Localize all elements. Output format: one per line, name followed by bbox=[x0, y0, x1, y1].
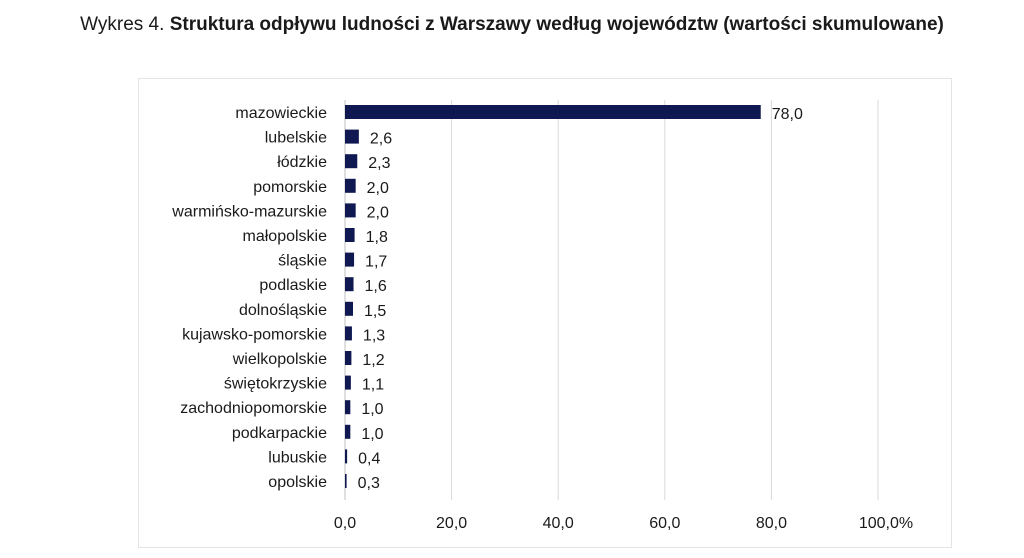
category-label: podlaskie bbox=[259, 277, 327, 294]
data-label: 78,0 bbox=[772, 106, 803, 123]
data-label: 2,0 bbox=[367, 180, 389, 197]
x-tick-label: 80,0 bbox=[756, 515, 787, 532]
category-label: małopolskie bbox=[243, 228, 328, 245]
bar bbox=[345, 178, 356, 193]
category-label: dolnośląskie bbox=[239, 302, 327, 319]
x-tick-label: 100,0% bbox=[859, 515, 913, 532]
category-label: łódzkie bbox=[277, 154, 327, 171]
data-label: 1,6 bbox=[365, 278, 387, 295]
bar bbox=[345, 375, 351, 390]
data-label: 1,8 bbox=[366, 229, 388, 246]
data-label: 1,3 bbox=[363, 327, 385, 344]
data-label: 2,0 bbox=[367, 204, 389, 221]
category-label: lubuskie bbox=[268, 449, 327, 466]
data-label: 0,3 bbox=[358, 475, 380, 492]
bar bbox=[345, 203, 356, 218]
bar bbox=[345, 105, 761, 119]
x-tick-label: 20,0 bbox=[436, 515, 467, 532]
category-label: warmińsko-mazurskie bbox=[171, 203, 327, 220]
bar bbox=[345, 326, 352, 341]
data-label: 1,0 bbox=[361, 401, 383, 418]
chart-title-main: Struktura odpływu ludności z Warszawy we… bbox=[169, 14, 944, 35]
bar bbox=[345, 277, 354, 292]
x-tick-label: 60,0 bbox=[649, 515, 680, 532]
bar bbox=[345, 424, 351, 439]
data-label: 2,6 bbox=[370, 131, 392, 148]
x-tick-label: 40,0 bbox=[543, 515, 574, 532]
data-label: 1,7 bbox=[365, 254, 387, 271]
category-label: lubelskie bbox=[265, 130, 327, 147]
bar bbox=[345, 474, 347, 488]
data-label: 2,3 bbox=[368, 155, 390, 172]
data-label: 0,4 bbox=[358, 450, 380, 467]
data-label: 1,0 bbox=[361, 426, 383, 443]
bar bbox=[345, 252, 355, 267]
x-tick-label: 0,0 bbox=[334, 515, 356, 532]
category-label: świętokrzyskie bbox=[224, 376, 327, 393]
bar bbox=[345, 301, 353, 316]
chart-title: Wykres 4. Struktura odpływu ludności z W… bbox=[0, 14, 1024, 36]
data-label: 1,2 bbox=[362, 352, 384, 369]
category-label: zachodniopomorskie bbox=[180, 400, 327, 417]
category-label: kujawsko-pomorskie bbox=[182, 326, 327, 343]
chart-area bbox=[138, 78, 952, 548]
category-label: mazowieckie bbox=[235, 105, 327, 122]
bar bbox=[345, 400, 351, 415]
category-label: podkarpackie bbox=[232, 425, 327, 442]
bar bbox=[345, 449, 348, 464]
data-label: 1,5 bbox=[364, 303, 386, 320]
bar bbox=[345, 154, 358, 169]
bar bbox=[345, 351, 352, 365]
category-label: pomorskie bbox=[253, 179, 327, 196]
data-label: 1,1 bbox=[362, 377, 384, 394]
category-label: wielkopolskie bbox=[232, 351, 327, 368]
category-label: śląskie bbox=[278, 253, 327, 270]
chart-title-prefix: Wykres 4. bbox=[80, 14, 165, 35]
bar bbox=[345, 129, 359, 144]
bar bbox=[345, 228, 355, 242]
category-label: opolskie bbox=[268, 474, 327, 491]
